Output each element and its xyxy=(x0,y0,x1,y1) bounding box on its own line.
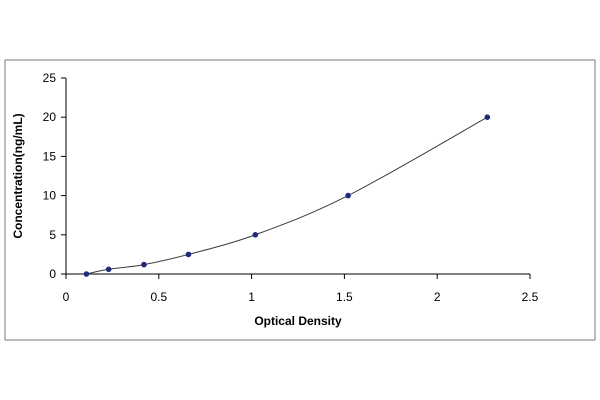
x-tick-label: 0 xyxy=(63,290,70,304)
y-tick-label: 5 xyxy=(49,228,56,242)
data-point xyxy=(105,266,112,273)
axes xyxy=(65,78,530,275)
x-tick-label: 1 xyxy=(248,290,255,304)
x-axis-ticks: 0 0.5 1 1.5 2 2.5 xyxy=(63,274,539,304)
chart-frame xyxy=(4,59,596,341)
x-tick-label: 1.5 xyxy=(336,290,353,304)
y-tick-label: 0 xyxy=(49,267,56,281)
x-axis-title: Optical Density xyxy=(254,314,342,328)
y-axis-title: Concentration(ng/mL) xyxy=(11,113,25,238)
y-axis-ticks: 0 5 10 15 20 25 xyxy=(43,71,66,281)
data-point xyxy=(141,261,147,268)
y-tick-label: 20 xyxy=(43,110,57,124)
data-point xyxy=(484,114,491,120)
x-tick-label: 0.5 xyxy=(150,290,167,304)
data-point xyxy=(345,192,351,199)
data-point xyxy=(83,271,90,277)
y-tick-label: 15 xyxy=(43,149,57,163)
data-point xyxy=(252,232,259,238)
data-point xyxy=(185,251,192,258)
y-tick-label: 10 xyxy=(43,189,57,203)
x-tick-label: 2 xyxy=(434,290,441,304)
data-points xyxy=(83,114,491,277)
y-tick-label: 25 xyxy=(43,71,57,85)
x-tick-label: 2.5 xyxy=(522,290,539,304)
